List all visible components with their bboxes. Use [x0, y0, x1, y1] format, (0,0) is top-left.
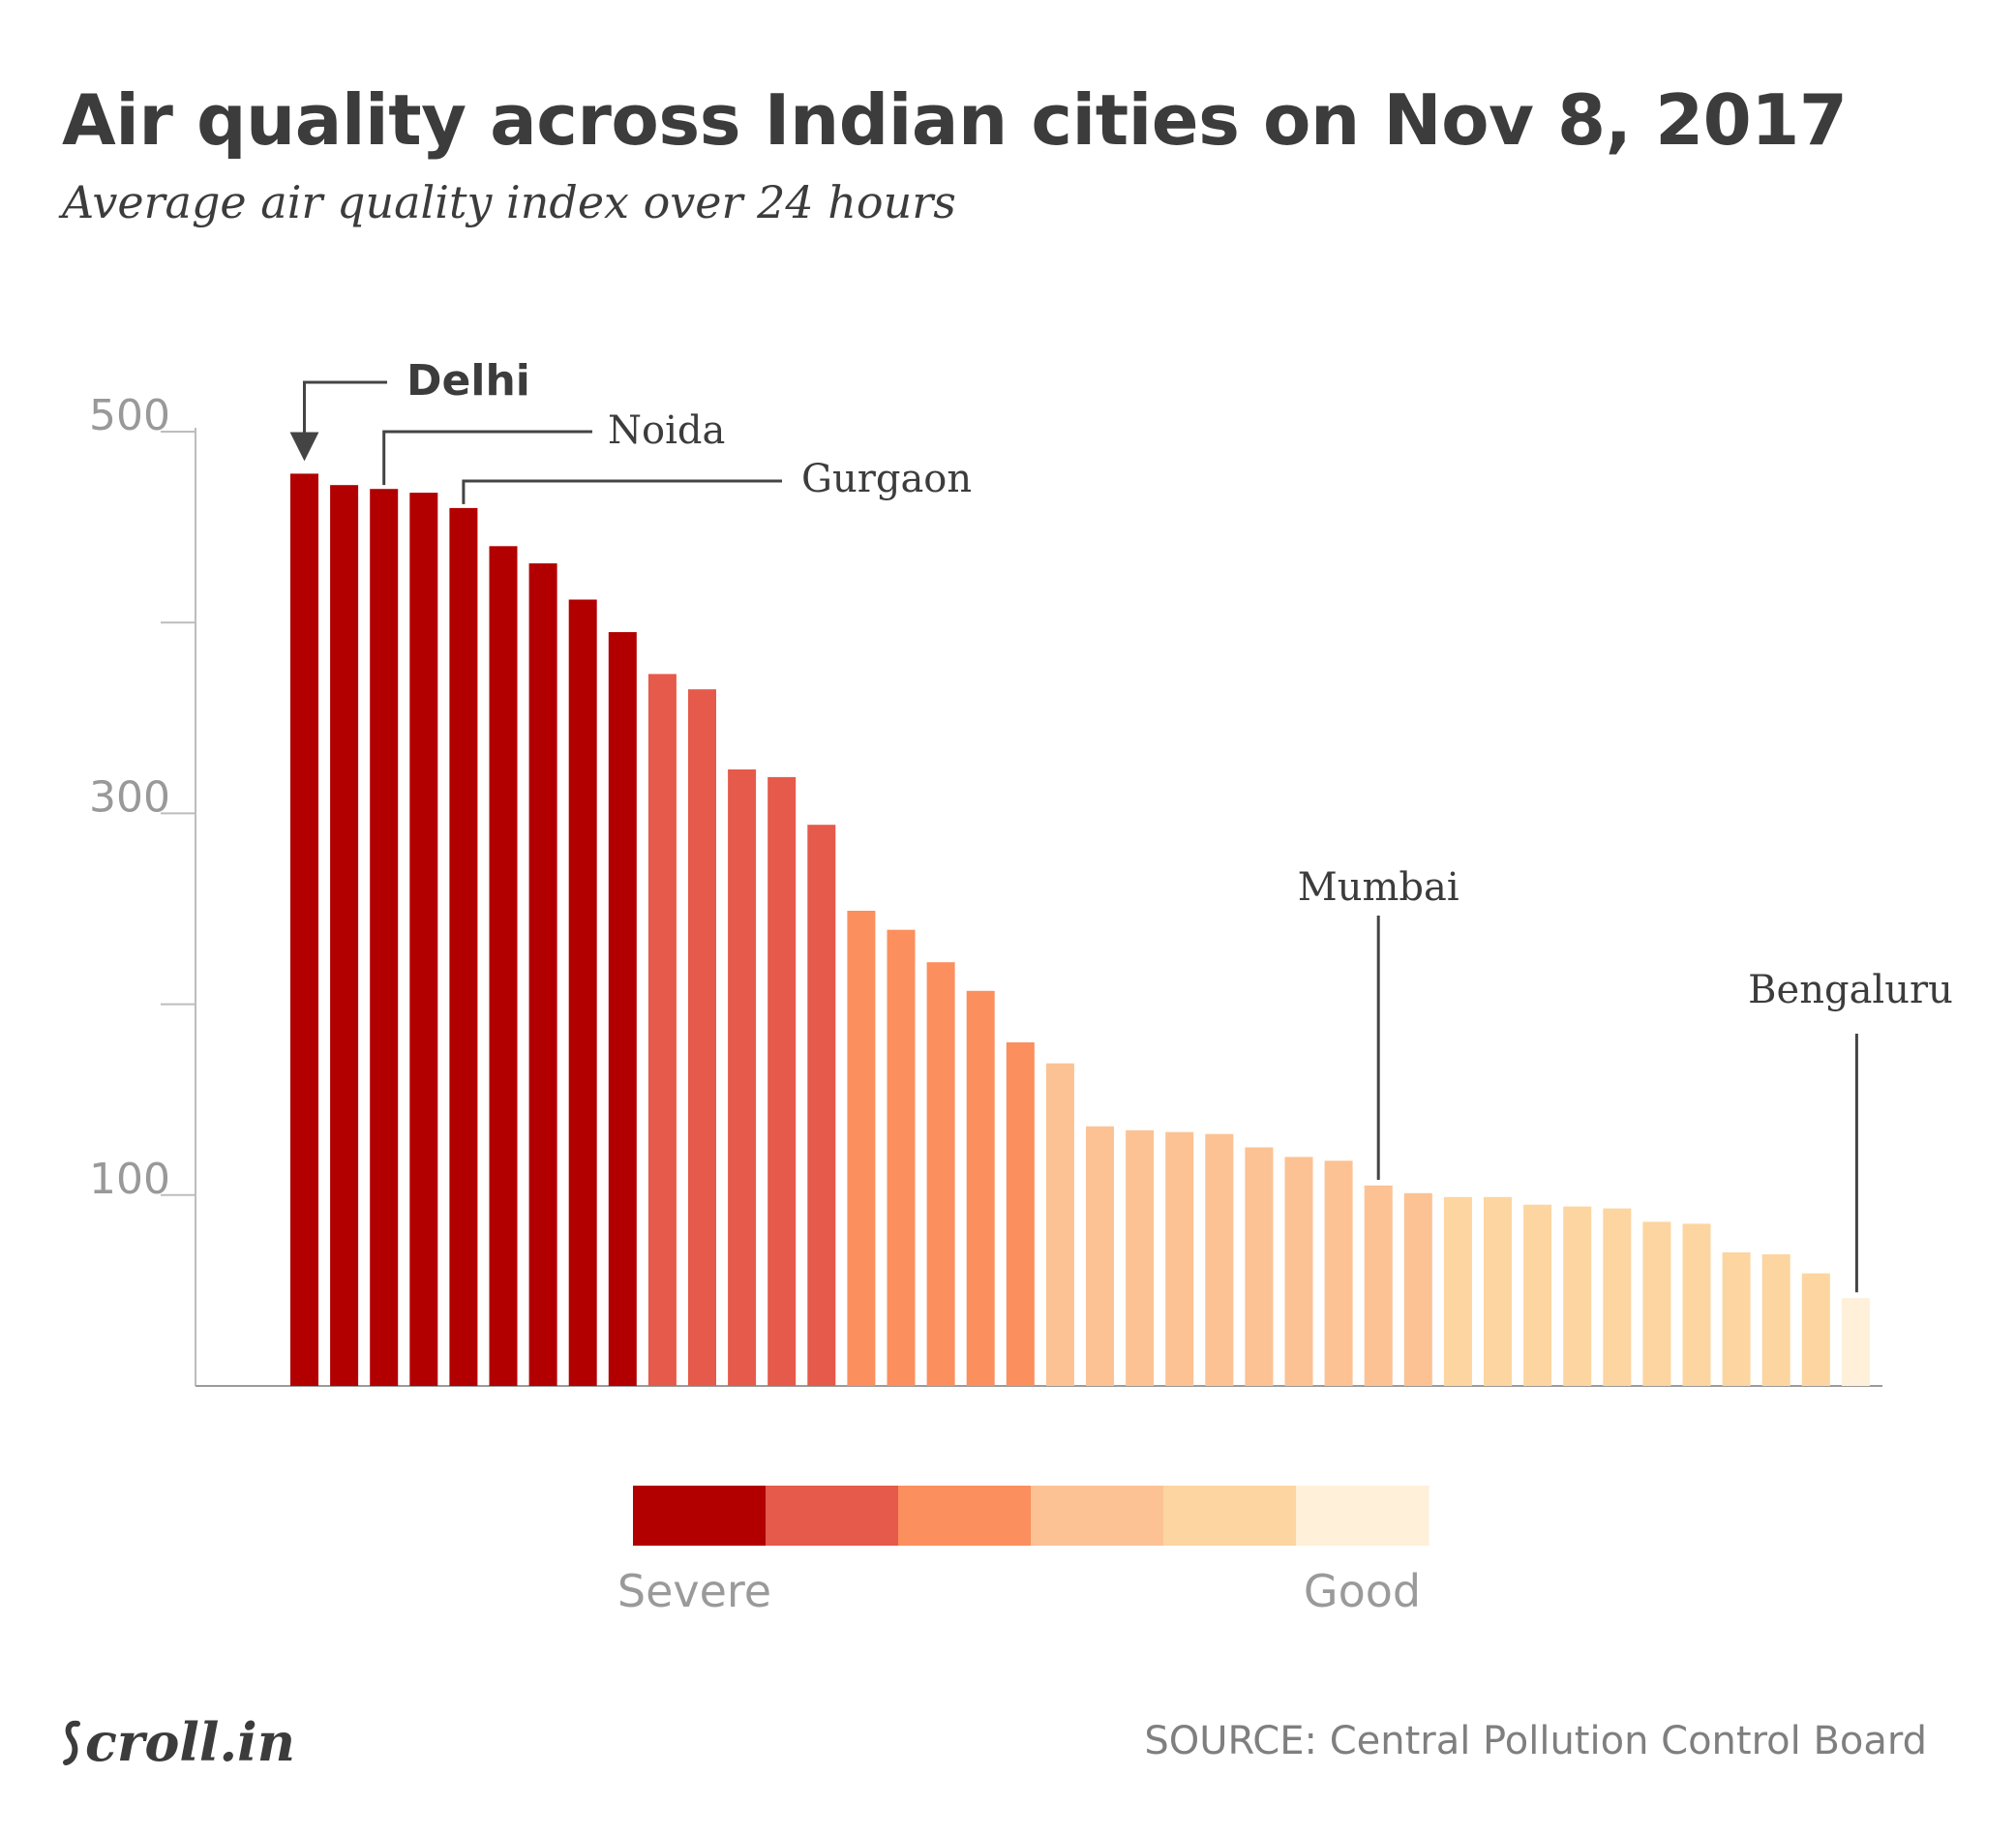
bar-1 — [330, 485, 359, 1386]
logo-s-icon — [63, 1720, 80, 1765]
bar-23 — [1205, 1133, 1234, 1386]
bar-0 — [290, 473, 318, 1386]
legend-good-label: Good — [1304, 1565, 1421, 1617]
bar-33 — [1603, 1208, 1632, 1386]
chart-subtitle: Average air quality index over 24 hours — [62, 176, 956, 228]
bar-19 — [1045, 1063, 1074, 1386]
legend-swatch-4 — [1163, 1486, 1297, 1546]
bar-4 — [449, 507, 478, 1386]
bar-3 — [409, 493, 438, 1387]
annotation-noida: Noida — [608, 408, 725, 453]
scroll-logo: croll.in — [60, 1711, 295, 1773]
bar-27 — [1364, 1185, 1393, 1386]
bar-22 — [1165, 1131, 1194, 1386]
bar-14 — [847, 911, 876, 1386]
y-tick-label-500: 500 — [89, 391, 170, 440]
bar-28 — [1403, 1192, 1432, 1386]
bar-35 — [1682, 1223, 1711, 1386]
bar-15 — [887, 929, 916, 1386]
bar-20 — [1086, 1126, 1114, 1386]
bar-32 — [1563, 1206, 1592, 1386]
source-note: SOURCE: Central Pollution Control Board — [1144, 1719, 1927, 1763]
bar-31 — [1523, 1204, 1552, 1386]
noida-leader-line — [382, 430, 592, 486]
gurgaon-leader-line — [462, 479, 782, 504]
bar-36 — [1722, 1252, 1751, 1386]
bar-7 — [568, 599, 597, 1386]
bar-26 — [1324, 1160, 1353, 1386]
legend-swatch-0 — [633, 1486, 767, 1546]
bar-13 — [807, 825, 836, 1386]
annotation-mumbai: Mumbai — [1298, 865, 1459, 910]
annotations: Delhi Noida Gurgaon Mumbai Bengaluru — [289, 356, 1953, 1293]
y-tick-label-300: 300 — [89, 772, 170, 822]
bar-38 — [1801, 1273, 1830, 1386]
annotation-bengaluru: Bengaluru — [1748, 968, 1953, 1012]
bar-25 — [1284, 1157, 1313, 1386]
y-tick-label-100: 100 — [89, 1155, 170, 1204]
bar-8 — [608, 632, 637, 1386]
y-axis: 100 300 500 — [89, 391, 1882, 1387]
delhi-leader-arrow — [289, 380, 387, 462]
bar-6 — [528, 563, 557, 1386]
bar-12 — [767, 776, 797, 1386]
legend-swatch-3 — [1031, 1486, 1164, 1546]
bar-34 — [1642, 1221, 1671, 1386]
annotation-delhi: Delhi — [406, 356, 530, 406]
bar-2 — [370, 489, 399, 1386]
bar-17 — [966, 990, 995, 1386]
chart-title: Air quality across Indian cities on Nov … — [62, 79, 1848, 161]
bar-5 — [489, 546, 518, 1386]
legend: Severe Good — [617, 1486, 1429, 1617]
bar-18 — [1006, 1042, 1035, 1386]
bar-39 — [1841, 1298, 1870, 1386]
bar-37 — [1761, 1253, 1790, 1386]
logo-text: croll.in — [85, 1711, 295, 1773]
annotation-gurgaon: Gurgaon — [801, 457, 972, 501]
bar-16 — [926, 962, 955, 1386]
bar-29 — [1443, 1196, 1472, 1386]
bar-9 — [647, 674, 677, 1386]
bar-10 — [688, 689, 716, 1386]
bar-11 — [728, 769, 757, 1386]
legend-swatch-2 — [898, 1486, 1032, 1546]
legend-swatch-1 — [766, 1486, 899, 1546]
bar-24 — [1245, 1147, 1274, 1386]
legend-swatch-5 — [1296, 1486, 1429, 1546]
bars — [290, 473, 1870, 1387]
bar-30 — [1484, 1196, 1512, 1386]
legend-severe-label: Severe — [617, 1565, 771, 1617]
bar-21 — [1126, 1129, 1155, 1386]
